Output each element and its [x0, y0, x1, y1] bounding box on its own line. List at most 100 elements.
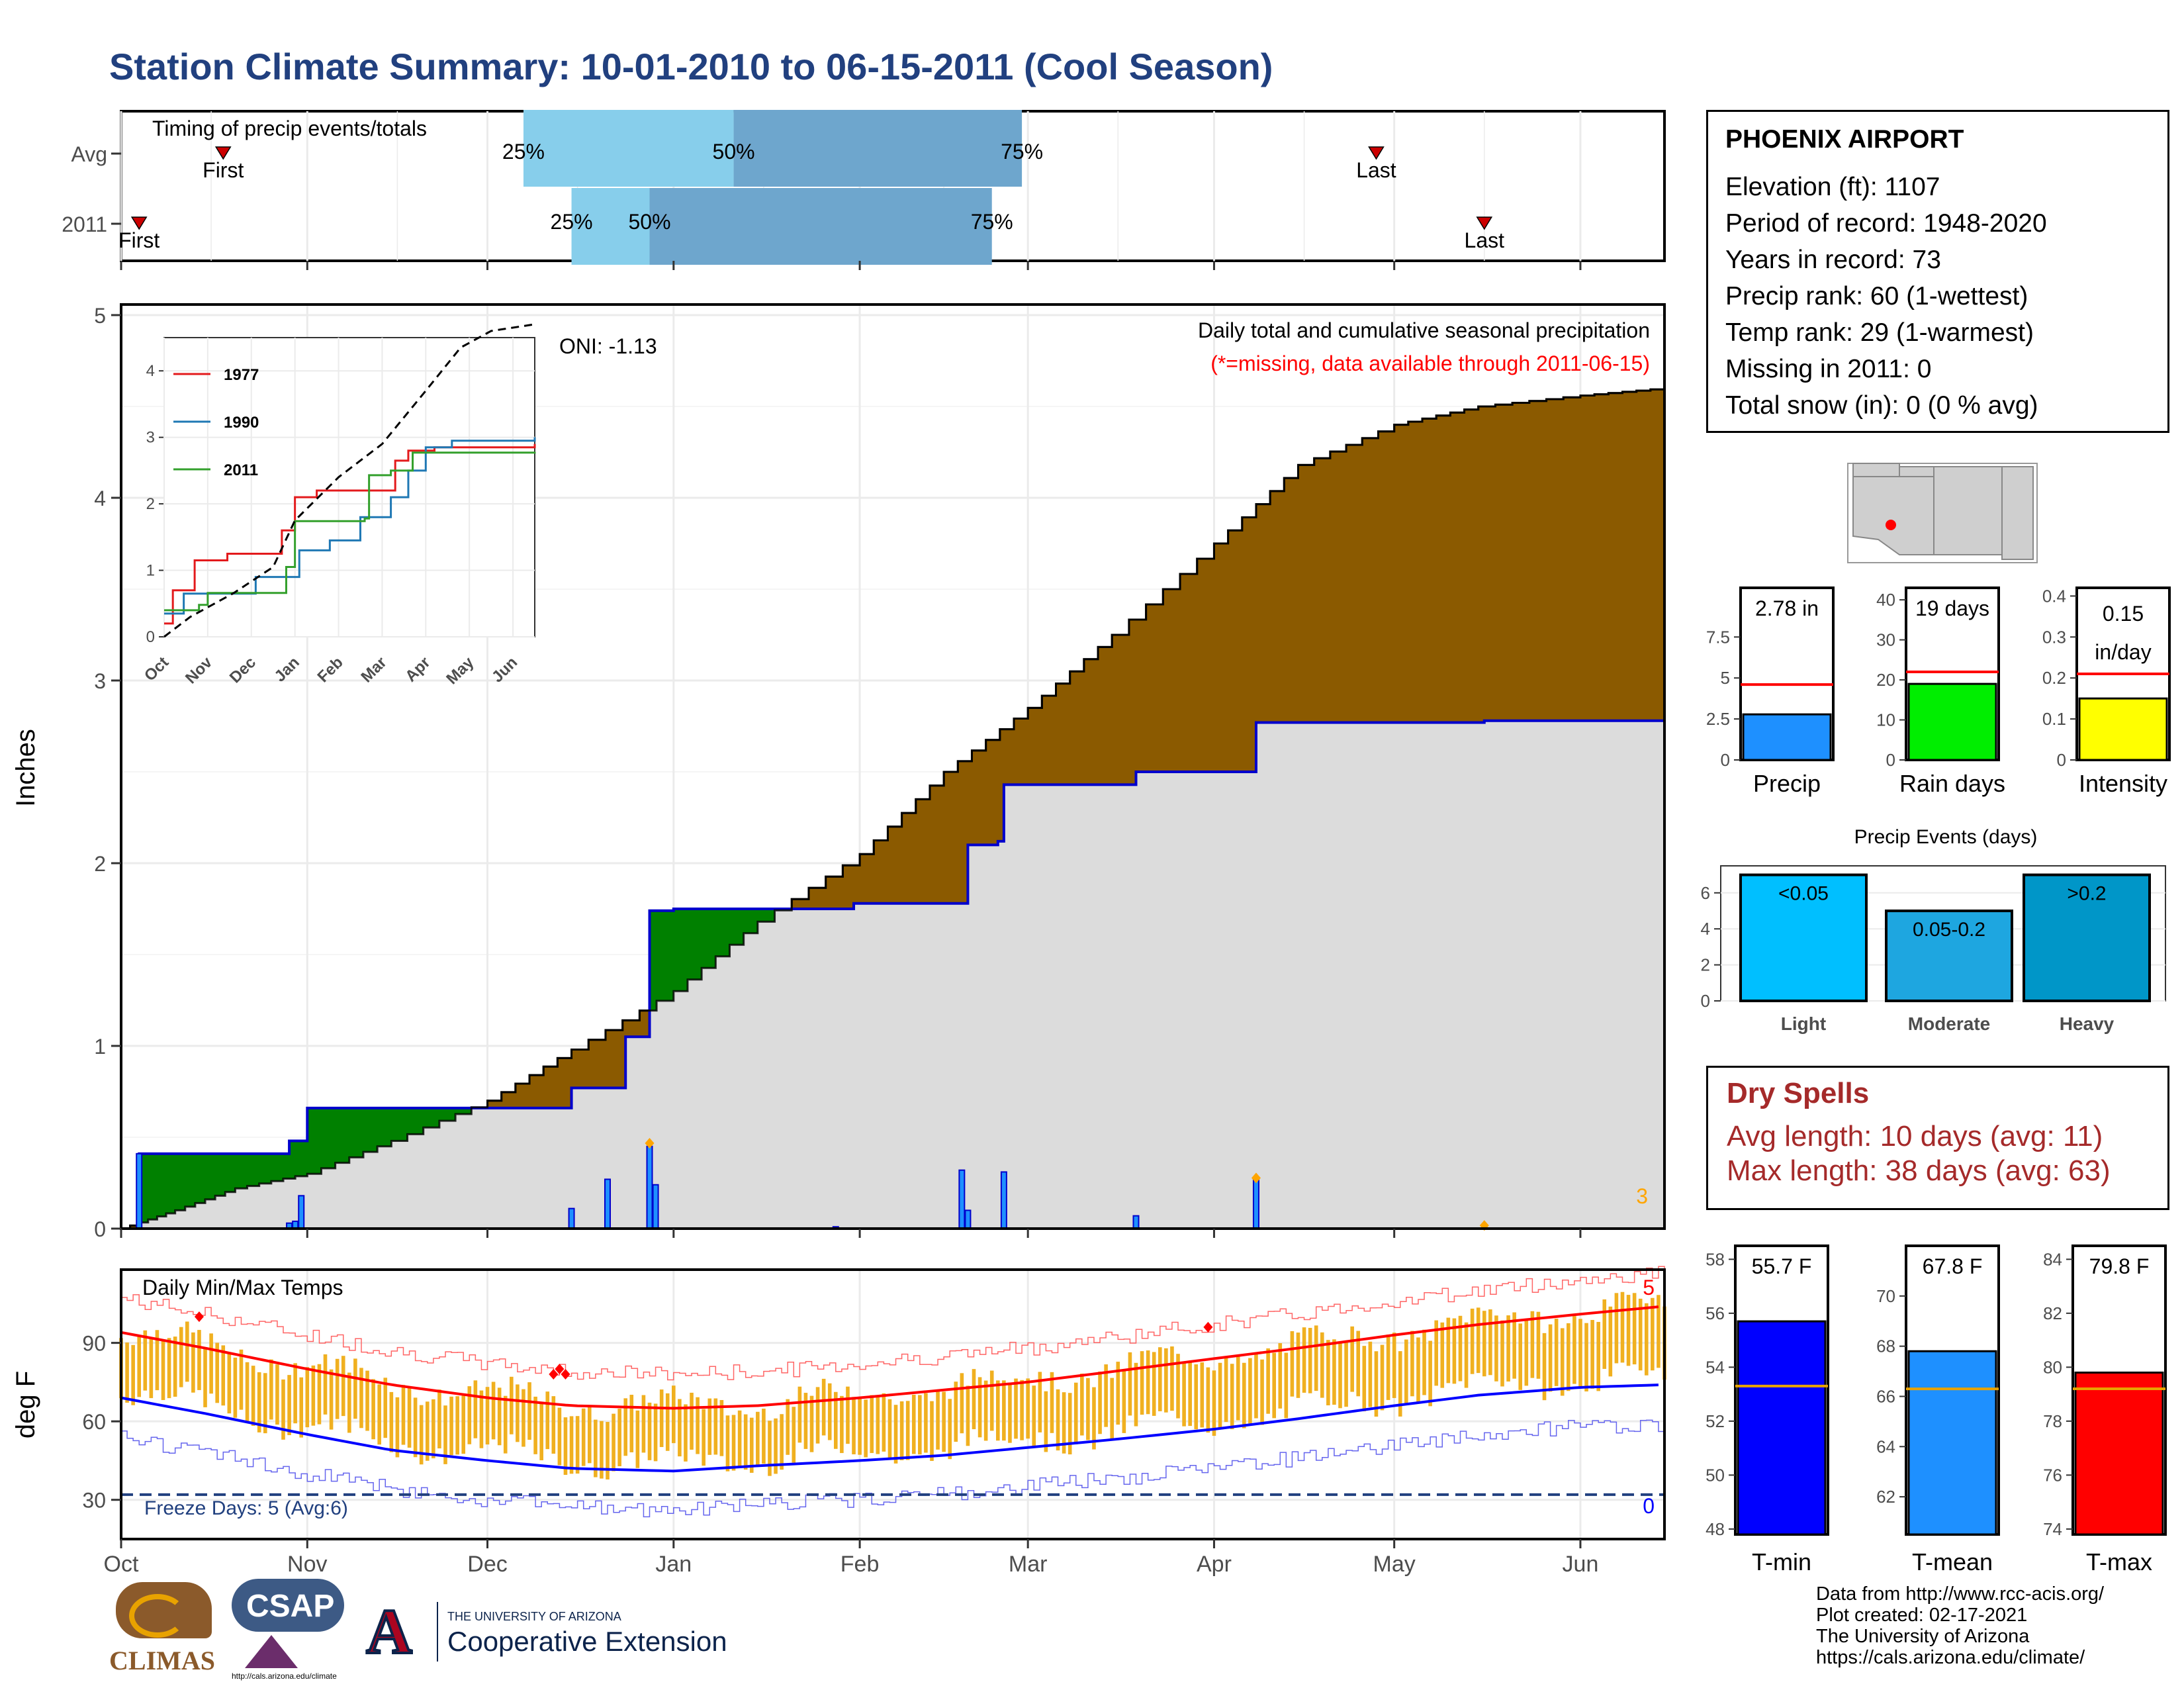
daily-temp-bar: [185, 1321, 189, 1382]
precip-panel: 0 1 2 3 4 5 Inches Daily total and cumulative s…: [11, 303, 1666, 1241]
daily-temp-bar: [1626, 1295, 1631, 1366]
daily-temp-bar: [1446, 1317, 1451, 1383]
month-axis-label: Jan: [655, 1552, 692, 1577]
daily-temp-bar: [780, 1414, 784, 1470]
daily-temp-bar: [930, 1401, 934, 1461]
events-category-label: Light: [1781, 1013, 1826, 1034]
daily-temp-bar: [425, 1401, 430, 1461]
daily-temp-bar: [1020, 1380, 1024, 1440]
events-bar-moderate: [1885, 910, 2013, 1002]
precip-chart-title: Daily total and cumulative seasonal prec…: [1198, 318, 1650, 342]
daily-temp-bar: [827, 1383, 832, 1440]
daily-temp-bar: [275, 1364, 279, 1425]
daily-temp-bar: [989, 1370, 994, 1431]
daily-temp-bar: [1464, 1322, 1469, 1388]
daily-temp-bar: [1332, 1339, 1336, 1405]
daily-temp-bar: [954, 1382, 958, 1442]
summary-bar-label: Intensity: [2079, 770, 2167, 797]
timing-bar-lower: [523, 110, 734, 187]
daily-temp-bar: [911, 1394, 916, 1454]
daily-temp-bar: [1314, 1325, 1318, 1391]
timing-bar-upper: [649, 188, 992, 265]
daily-temp-bar: [1008, 1382, 1012, 1443]
daily-temp-bar: [1398, 1351, 1402, 1417]
daily-temp-bar: [731, 1415, 736, 1471]
daily-temp-bar: [1170, 1346, 1174, 1411]
inset-frame: [163, 337, 535, 637]
daily-temp-bar: [1548, 1324, 1553, 1392]
timing-last-label: Last: [1465, 228, 1505, 252]
daily-temp-bar: [1182, 1362, 1186, 1427]
daily-temp-bar: [1422, 1329, 1426, 1395]
events-y-tick-label: 2: [1701, 955, 1710, 975]
daily-temp-bar: [467, 1386, 472, 1444]
daily-temp-bar: [1248, 1358, 1252, 1424]
daily-temp-bar: [1188, 1361, 1192, 1427]
daily-temp-bar: [1296, 1333, 1300, 1398]
inset-series-1977: [164, 444, 536, 625]
daily-temp-bar: [245, 1362, 250, 1423]
daily-temp-bar: [1362, 1346, 1367, 1411]
precip-events-panel: Precip Events (days) 0 2 4 6 <0.05 Light 0.05-0…: [1701, 826, 2166, 1034]
daily-temp-bar: [449, 1396, 453, 1456]
ua-large-text: Cooperative Extension: [447, 1626, 727, 1657]
daily-temp-bar: [317, 1364, 322, 1425]
daily-temp-bar: [1056, 1389, 1060, 1451]
summary-y-tick-label: 0: [2057, 750, 2066, 770]
daily-precip-bar: [568, 1207, 575, 1230]
dry-spells-max: Max length: 38 days (avg: 63): [1727, 1154, 2111, 1187]
precip-y-tick-label: 1: [94, 1035, 106, 1058]
station-period: Period of record: 1948-2020: [1725, 209, 2047, 238]
summary-y-tick-label: 48: [1706, 1519, 1725, 1539]
record-high-count: 5: [1643, 1276, 1655, 1299]
precip-y-tick-label: 2: [94, 852, 106, 876]
precip-chart-subtitle: (*=missing, data available through 2011-…: [1210, 352, 1650, 375]
summary-y-tick-label: 0.4: [2042, 586, 2066, 606]
daily-temp-bar: [623, 1398, 628, 1456]
daily-temp-bar: [179, 1327, 183, 1387]
daily-temp-bar: [1302, 1327, 1306, 1393]
timing-p25-label: 25%: [551, 210, 593, 234]
summary-bar-label: Rain days: [1899, 770, 2005, 797]
daily-temp-bar: [551, 1396, 556, 1454]
daily-temp-bar: [1134, 1362, 1138, 1427]
precip-y-axis-label: Inches: [11, 729, 40, 807]
inset-legend-label: 1977: [224, 366, 259, 384]
daily-temp-bar: [365, 1370, 369, 1431]
daily-temp-bar: [966, 1385, 970, 1446]
daily-temp-bar: [1518, 1323, 1523, 1390]
summary-bar-value: 0.15: [2103, 602, 2144, 626]
inset-y-tick-label: 0: [146, 628, 155, 646]
record-high-marker: [194, 1311, 204, 1323]
credit-line-created: Plot created: 02-17-2021: [1816, 1605, 2028, 1626]
daily-temp-bar: [203, 1347, 207, 1407]
daily-temp-bar: [612, 1413, 615, 1472]
daily-temp-bar: [473, 1380, 478, 1438]
daily-temp-bar: [635, 1410, 640, 1468]
summary-bar-t-min: [1737, 1320, 1827, 1536]
daily-temp-bar: [293, 1363, 297, 1424]
inset-y-tick-label: 2: [146, 495, 155, 513]
daily-temp-bar: [569, 1416, 574, 1474]
daily-temp-bar: [1488, 1309, 1492, 1376]
precip-y-tick-label: 0: [94, 1217, 106, 1241]
daily-temp-bar: [1368, 1341, 1373, 1407]
daily-temp-bar: [1386, 1335, 1390, 1400]
precip-y-tick-label: 3: [94, 669, 106, 693]
events-bar-light: [1739, 873, 1868, 1002]
daily-temp-bar: [1152, 1352, 1156, 1416]
daily-temp-bar: [539, 1403, 543, 1460]
station-temp-rank: Temp rank: 29 (1-warmest): [1725, 318, 2034, 347]
inset-legend-label: 2011: [224, 461, 258, 479]
daily-temp-bar: [1536, 1311, 1541, 1379]
temp-y-tick-label: 90: [82, 1332, 106, 1356]
daily-temp-bar: [659, 1389, 664, 1447]
inset-y-tick-label: 1: [146, 562, 155, 580]
precip-frame: [120, 303, 1666, 1230]
temp-chart-title: Daily Min/Max Temps: [142, 1276, 343, 1299]
daily-precip-bar: [964, 1209, 972, 1230]
summary-y-tick-label: 7.5: [1706, 627, 1730, 647]
daily-temp-bar: [809, 1395, 814, 1452]
daily-temp-bar: [522, 1389, 525, 1447]
daily-temp-bar: [233, 1357, 238, 1418]
